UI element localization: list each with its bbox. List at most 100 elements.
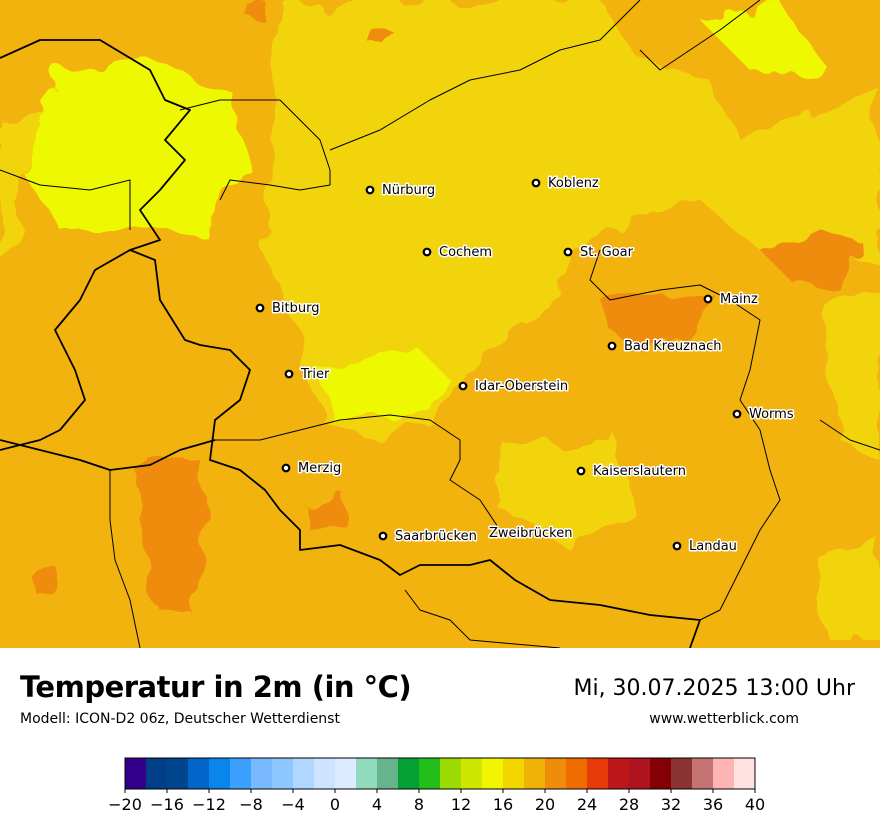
city-landau: Landau bbox=[672, 538, 738, 556]
legend-swatch bbox=[167, 758, 189, 789]
temperature-map: Nürburg Koblenz Cochem St. Goar Bitburg Mainz… bbox=[0, 0, 880, 648]
legend-swatch bbox=[629, 758, 651, 789]
legend-swatch bbox=[335, 758, 357, 789]
city-dot bbox=[255, 303, 265, 313]
state-borders bbox=[0, 0, 880, 648]
city-dot bbox=[531, 178, 541, 188]
legend-tick-label: 24 bbox=[577, 795, 597, 814]
legend-swatch bbox=[587, 758, 609, 789]
forecast-datetime: Mi, 30.07.2025 13:00 Uhr bbox=[573, 676, 855, 701]
legend-tick-label: 12 bbox=[451, 795, 471, 814]
city-label: Koblenz bbox=[548, 176, 599, 191]
city-label: Idar-Oberstein bbox=[475, 379, 568, 394]
legend-swatch bbox=[251, 758, 273, 789]
legend-tick-label: 20 bbox=[535, 795, 555, 814]
city-label: Zweibrücken bbox=[489, 526, 572, 541]
city-dot bbox=[458, 381, 468, 391]
city-label: Trier bbox=[300, 367, 330, 382]
legend-swatch bbox=[230, 758, 252, 789]
legend-swatch bbox=[419, 758, 441, 789]
city-cochem: Cochem bbox=[422, 244, 494, 262]
city-label: Saarbrücken bbox=[395, 529, 477, 544]
legend-swatch bbox=[272, 758, 294, 789]
city-label: Bitburg bbox=[272, 301, 320, 316]
city-dot bbox=[576, 466, 586, 476]
city-trier: Trier bbox=[284, 366, 331, 384]
legend-border bbox=[124, 757, 756, 790]
city-label: Bad Kreuznach bbox=[624, 339, 722, 354]
city-dot bbox=[563, 247, 573, 257]
city-markers: Nürburg Koblenz Cochem St. Goar Bitburg Mainz… bbox=[255, 175, 795, 556]
color-legend: −20 −16 −12 −8 −4 0 4 8 12 16 20 24 28 32 36 40 bbox=[108, 757, 765, 814]
legend-swatch bbox=[293, 758, 315, 789]
city-st-goar: St. Goar bbox=[563, 244, 635, 262]
legend-tick-labels: −20 −16 −12 −8 −4 0 4 8 12 16 20 24 28 32 36 40 bbox=[108, 789, 765, 814]
legend-tick-label: 16 bbox=[493, 795, 513, 814]
city-label: Cochem bbox=[439, 245, 492, 260]
legend-swatch bbox=[314, 758, 336, 789]
city-label: Worms bbox=[749, 407, 794, 422]
legend-tick-label: −8 bbox=[239, 795, 263, 814]
legend-swatch bbox=[545, 758, 567, 789]
legend-swatch bbox=[440, 758, 462, 789]
city-label: Kaiserslautern bbox=[593, 464, 686, 479]
legend-swatch bbox=[713, 758, 735, 789]
city-koblenz: Koblenz bbox=[531, 175, 600, 193]
city-bitburg: Bitburg bbox=[255, 300, 321, 318]
website-link[interactable]: www.wetterblick.com bbox=[649, 711, 799, 727]
legend-swatch bbox=[566, 758, 588, 789]
legend-swatch bbox=[482, 758, 504, 789]
map-title: Temperatur in 2m (in °C) bbox=[20, 670, 412, 704]
legend-tick-label: 40 bbox=[745, 795, 765, 814]
legend-swatch bbox=[398, 758, 420, 789]
legend-swatch bbox=[356, 758, 378, 789]
city-dot bbox=[672, 541, 682, 551]
legend-color-bar bbox=[124, 757, 756, 790]
city-idar-oberstein: Idar-Oberstein bbox=[458, 378, 570, 396]
legend-tick-label: −12 bbox=[192, 795, 226, 814]
city-dot bbox=[607, 341, 617, 351]
legend-swatch bbox=[125, 758, 147, 789]
city-dot bbox=[732, 409, 742, 419]
legend-swatch bbox=[503, 758, 525, 789]
city-label: Nürburg bbox=[382, 183, 435, 198]
city-dot bbox=[365, 185, 375, 195]
legend-swatch bbox=[650, 758, 672, 789]
legend-tick-label: −16 bbox=[150, 795, 184, 814]
city-dot bbox=[284, 369, 294, 379]
city-n-rburg: Nürburg bbox=[365, 182, 437, 200]
city-dot bbox=[703, 294, 713, 304]
city-label: Mainz bbox=[720, 292, 758, 307]
model-info: Modell: ICON-D2 06z, Deutscher Wetterdie… bbox=[20, 711, 340, 727]
city-zweibr-cken: Zweibrücken bbox=[488, 525, 574, 543]
city-kaiserslautern: Kaiserslautern bbox=[576, 463, 688, 481]
legend-tick-label: 4 bbox=[372, 795, 382, 814]
temperature-fields bbox=[0, 0, 880, 640]
city-mainz: Mainz bbox=[703, 291, 760, 309]
city-dot bbox=[378, 531, 388, 541]
legend-swatch bbox=[692, 758, 714, 789]
city-dot bbox=[281, 463, 291, 473]
legend-swatch bbox=[146, 758, 168, 789]
legend-tick-label: −4 bbox=[281, 795, 305, 814]
legend-tick-label: 32 bbox=[661, 795, 681, 814]
city-saarbr-cken: Saarbrücken bbox=[378, 528, 478, 546]
legend-swatch bbox=[608, 758, 630, 789]
legend-tick-label: −20 bbox=[108, 795, 142, 814]
city-label: Landau bbox=[689, 539, 737, 554]
city-worms: Worms bbox=[732, 406, 795, 424]
legend-swatch bbox=[524, 758, 546, 789]
city-dot bbox=[422, 247, 432, 257]
legend-swatch bbox=[209, 758, 231, 789]
legend-tick-label: 0 bbox=[330, 795, 340, 814]
legend-swatch bbox=[734, 758, 756, 789]
legend-tick-label: 36 bbox=[703, 795, 723, 814]
city-label: St. Goar bbox=[580, 245, 634, 260]
legend-swatch bbox=[461, 758, 483, 789]
legend-tick-label: 8 bbox=[414, 795, 424, 814]
legend-swatch bbox=[377, 758, 399, 789]
legend-tick-label: 28 bbox=[619, 795, 639, 814]
city-bad-kreuznach: Bad Kreuznach bbox=[607, 338, 723, 356]
legend-swatch bbox=[188, 758, 210, 789]
city-label: Merzig bbox=[298, 461, 341, 476]
